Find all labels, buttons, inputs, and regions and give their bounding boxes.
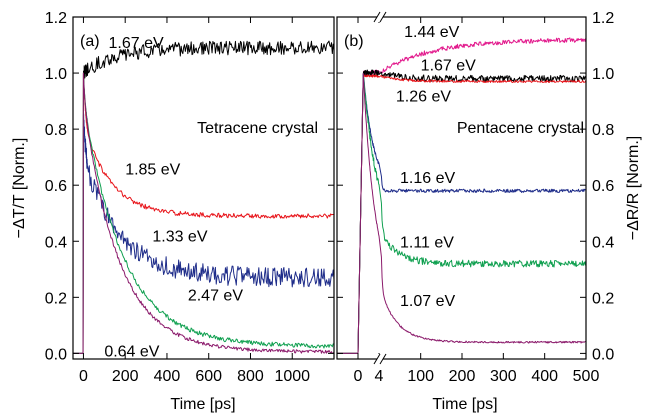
y-tick-label: 0.4 — [592, 234, 614, 251]
panel-a-x-axis-label: Time [ps] — [170, 396, 235, 413]
panel-b-series-labels: 1.44 eV 1.67 eV 1.26 eV 1.16 eV 1.11 eV 1.07 … — [396, 24, 476, 310]
series-label: 2.47 eV — [188, 288, 243, 305]
x-tick-label: 400 — [154, 368, 181, 385]
panel-b-x-axis-label: Time [ps] — [432, 396, 497, 413]
y-tick-label: 1.0 — [592, 66, 614, 83]
axis-break-mark — [373, 353, 381, 365]
x-tick-label: 300 — [490, 368, 517, 385]
x-tick-label: 200 — [449, 368, 476, 385]
axis-break-mark — [373, 11, 381, 23]
x-tick-label: 0 — [79, 368, 88, 385]
x-tick-label: 0 — [354, 368, 363, 385]
y-tick-label: 0.0 — [592, 346, 614, 363]
panel-a-frame — [72, 16, 335, 360]
series-line-1-26-eV — [337, 74, 587, 354]
y-tick-label: 0.2 — [45, 290, 67, 307]
series-line-1-11-eV — [337, 74, 587, 354]
panel-a: 0 200 400 600 800 1000 0.0 0.2 0.4 0.6 0.8 1.0 1.2 1… — [11, 10, 335, 413]
x-tick-label: 4 — [375, 368, 384, 385]
panel-a-annotation: Tetracene crystal — [197, 120, 318, 137]
panel-a-series — [73, 40, 335, 354]
panel-a-series-labels: 1.67 eV 1.85 eV 1.33 eV 2.47 eV 0.64 eV — [104, 35, 243, 360]
y-tick-label: 0.2 — [592, 290, 614, 307]
y-tick-label: 0.8 — [592, 122, 614, 139]
y-tick-label: 0.4 — [45, 234, 67, 251]
series-line-1-07-eV — [337, 73, 586, 354]
panel-b-series — [337, 37, 587, 354]
series-line-1-67-eV — [337, 69, 587, 354]
x-tick-label: 400 — [531, 368, 558, 385]
x-tick-label: 800 — [237, 368, 264, 385]
series-label: 1.11 eV — [400, 234, 454, 251]
y-tick-label: 0.6 — [592, 178, 614, 195]
axis-break-gap — [377, 354, 383, 364]
panel-b-label: (b) — [344, 33, 364, 50]
series-label: 1.67 eV — [108, 35, 163, 52]
x-tick-label: 600 — [195, 368, 222, 385]
panel-b: 0 4 100 200 300 400 500 0.0 0.2 0.4 0.6 0.8 1.0 1.2 1… — [336, 10, 642, 413]
x-tick-label: 1000 — [274, 368, 310, 385]
series-label: 1.67 eV — [421, 58, 476, 75]
y-tick-label: 0.0 — [45, 346, 67, 363]
axis-break-mark — [379, 11, 387, 23]
series-label: 1.33 eV — [152, 229, 207, 246]
series-line-2-47-eV — [73, 72, 335, 354]
series-line-0-64-eV — [73, 72, 335, 354]
panel-b-axis-breaks — [373, 11, 387, 365]
y-tick-label: 1.0 — [45, 66, 67, 83]
series-label: 1.16 eV — [400, 170, 455, 187]
series-line-1-33-eV — [73, 113, 335, 354]
y-tick-label: 0.6 — [45, 178, 67, 195]
axis-break-mark — [379, 353, 387, 365]
y-tick-label: 1.2 — [592, 10, 614, 27]
series-label: 0.64 eV — [104, 344, 159, 361]
series-label: 1.07 eV — [400, 293, 455, 310]
panel-a-y-axis-label: −ΔT/T [Norm.] — [11, 138, 28, 239]
panel-b-annotation: Pentacene crystal — [457, 120, 584, 137]
x-tick-label: 200 — [112, 368, 139, 385]
x-tick-label: 100 — [407, 368, 434, 385]
series-label: 1.44 eV — [404, 24, 459, 41]
series-line-1-85-eV — [73, 72, 335, 354]
series-line-1-67-eV — [73, 40, 335, 354]
series-label: 1.26 eV — [396, 88, 451, 105]
panel-b-y-axis-label: −ΔR/R [Norm.] — [625, 136, 642, 240]
series-line-1-44-eV — [337, 37, 587, 354]
panel-b-frame — [336, 16, 587, 360]
y-tick-label: 1.2 — [45, 10, 67, 27]
panel-a-ticks: 0 200 400 600 800 1000 0.0 0.2 0.4 0.6 0.8 1.0 1.2 — [45, 10, 334, 385]
panel-a-label: (a) — [80, 33, 100, 50]
panel-b-ticks: 0 4 100 200 300 400 500 0.0 0.2 0.4 0.6 0.8 1.0 1.2 — [337, 10, 614, 385]
x-tick-label: 500 — [573, 368, 600, 385]
y-tick-label: 0.8 — [45, 122, 67, 139]
series-line-1-16-eV — [337, 73, 586, 354]
axis-break-gap — [377, 12, 383, 22]
series-label: 1.85 eV — [125, 161, 180, 178]
